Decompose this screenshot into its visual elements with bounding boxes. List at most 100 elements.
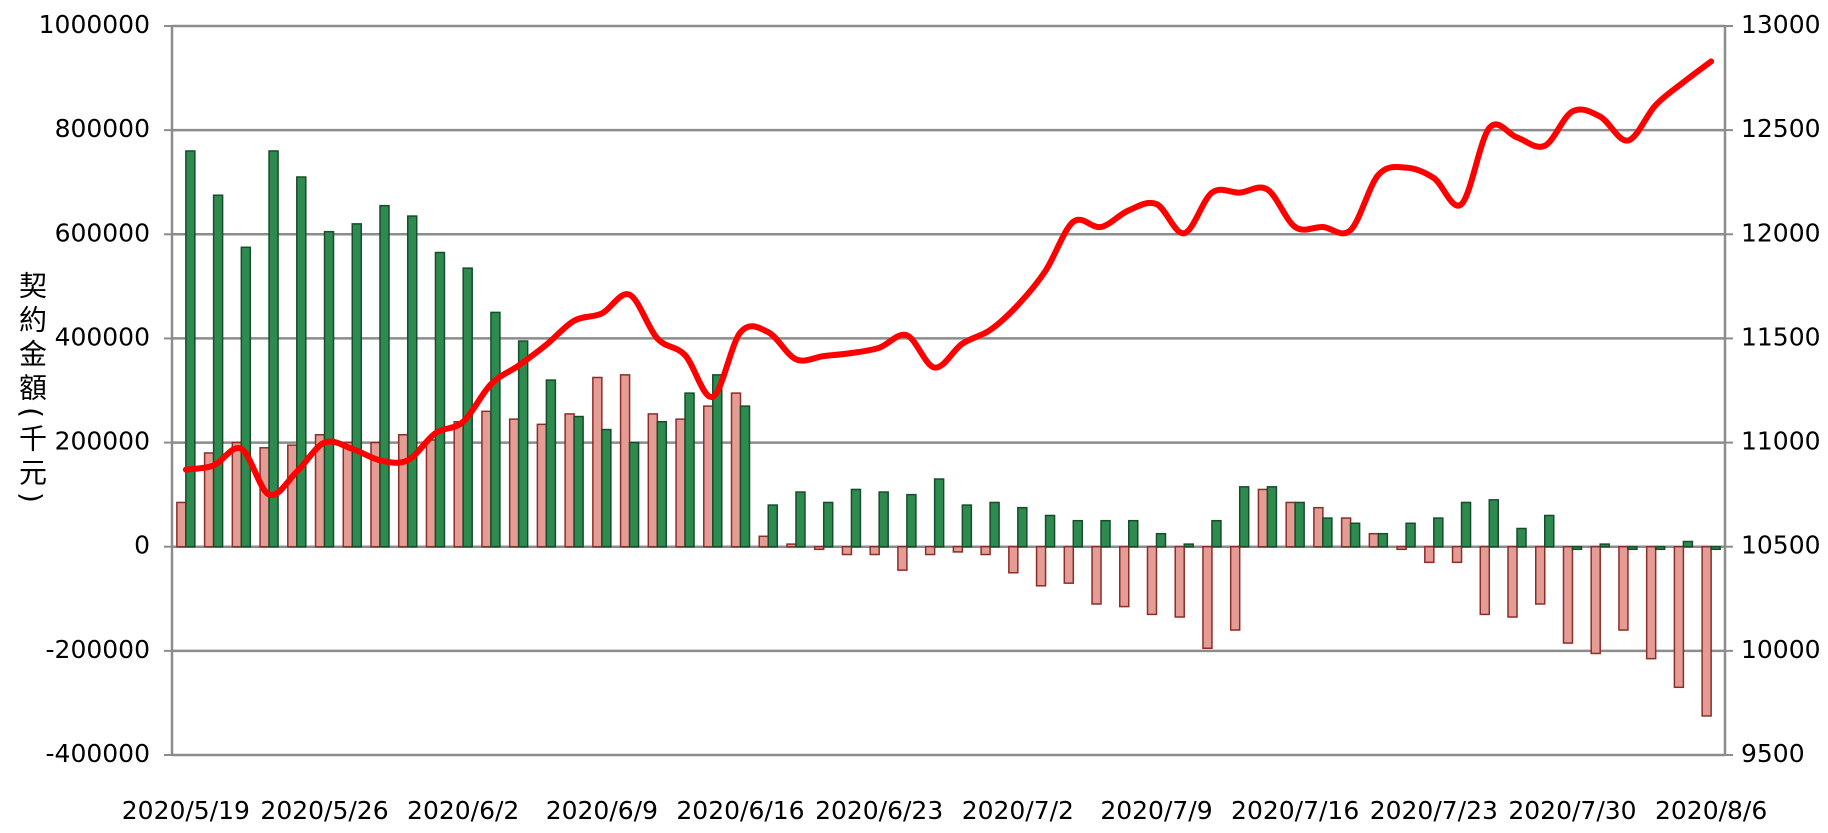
bar <box>1516 527 1527 548</box>
bar <box>1202 545 1213 650</box>
y-tick-label: 400000 <box>55 322 150 351</box>
bar <box>703 405 714 548</box>
bar <box>342 441 354 548</box>
y-tick-label: 800000 <box>55 114 150 143</box>
x-tick-label: 2020/7/9 <box>1100 796 1212 825</box>
bar <box>287 444 298 548</box>
bar <box>323 230 335 548</box>
y2-tick-label: 13000 <box>1741 10 1821 39</box>
bar <box>517 340 529 548</box>
bar <box>1682 540 1694 548</box>
y-tick-label: 1000000 <box>39 10 150 39</box>
bar <box>176 501 187 548</box>
bar <box>1534 545 1546 605</box>
bar <box>1091 545 1102 605</box>
bar <box>425 439 437 548</box>
bar <box>1590 545 1601 655</box>
bar <box>961 504 973 548</box>
bar <box>1562 545 1574 644</box>
bar <box>1174 545 1185 618</box>
y2-tick-label: 10000 <box>1741 635 1821 664</box>
bar <box>684 392 695 548</box>
bar <box>767 504 778 548</box>
bar <box>1488 499 1500 548</box>
bar <box>1701 545 1712 717</box>
bar <box>397 434 409 548</box>
bar <box>619 374 631 548</box>
bar <box>453 420 464 548</box>
bar <box>231 441 243 548</box>
y2-tick-label: 11000 <box>1741 427 1821 456</box>
bar <box>1257 488 1269 548</box>
bar <box>1238 486 1250 548</box>
bar <box>1017 506 1028 548</box>
bar <box>1119 545 1130 608</box>
x-tick-label: 2020/7/2 <box>962 796 1074 825</box>
bar <box>739 405 751 548</box>
bar <box>822 501 834 548</box>
bar <box>545 379 557 548</box>
bar <box>268 150 279 548</box>
bar <box>1368 532 1380 548</box>
bar <box>1313 506 1324 548</box>
bar <box>989 501 1000 548</box>
bar <box>1349 522 1361 548</box>
bar <box>240 246 252 548</box>
bar <box>1183 543 1194 548</box>
bar <box>1673 545 1685 689</box>
bar <box>564 413 575 548</box>
bar <box>508 418 520 548</box>
bar <box>841 545 853 556</box>
bar <box>850 488 862 548</box>
bar <box>656 420 668 548</box>
bar <box>1507 545 1518 618</box>
bar <box>628 441 640 548</box>
y2-tick-label: 12500 <box>1741 114 1821 143</box>
x-tick-label: 2020/5/26 <box>260 796 388 825</box>
bar <box>952 545 964 553</box>
bar <box>878 491 889 548</box>
bar <box>296 176 307 548</box>
bar <box>1599 543 1610 548</box>
bar <box>490 311 501 548</box>
bar <box>536 423 548 548</box>
bar <box>980 545 991 556</box>
bar <box>1451 545 1463 564</box>
bar <box>1654 545 1666 551</box>
bar <box>1405 522 1416 548</box>
bar <box>1571 545 1583 551</box>
bar <box>1627 545 1638 551</box>
bar <box>1072 519 1084 548</box>
y2-tick-label: 9500 <box>1741 739 1805 768</box>
bar <box>786 543 797 548</box>
bar <box>1618 545 1629 631</box>
x-tick-label: 2020/6/23 <box>815 796 943 825</box>
x-tick-label: 2020/6/16 <box>676 796 804 825</box>
bar <box>924 545 936 556</box>
bar <box>647 413 659 548</box>
bar <box>869 545 880 556</box>
y-tick-label: 200000 <box>55 427 150 456</box>
bar <box>573 415 584 548</box>
y-axis-label: 契約金額(千元) <box>15 271 48 509</box>
x-tick-label: 2020/6/9 <box>546 796 658 825</box>
bar <box>1128 519 1139 548</box>
bar <box>1146 545 1158 616</box>
bar <box>1710 545 1721 551</box>
bar <box>406 215 418 548</box>
bar <box>1155 532 1167 548</box>
bar <box>481 410 492 548</box>
bar <box>1266 486 1278 548</box>
bar <box>1100 519 1111 548</box>
y2-tick-label: 11500 <box>1741 322 1821 351</box>
bar <box>592 376 603 548</box>
bar <box>1322 517 1333 548</box>
x-tick-label: 2020/6/2 <box>407 796 519 825</box>
bar <box>813 545 825 551</box>
bar <box>1396 545 1407 551</box>
bar <box>712 374 723 548</box>
bar <box>1035 545 1047 587</box>
bar <box>1044 514 1056 548</box>
bar <box>1377 532 1389 548</box>
